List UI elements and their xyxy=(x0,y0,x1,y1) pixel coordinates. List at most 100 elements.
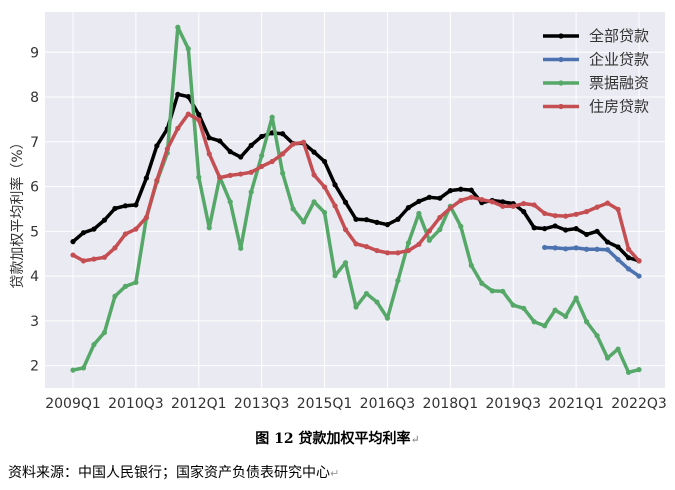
data-point xyxy=(604,247,611,253)
source-note-text: 资料来源：中国人民银行；国家资产负债表研究中心 xyxy=(8,465,330,481)
data-point xyxy=(185,46,191,52)
data-point xyxy=(531,202,537,208)
data-point xyxy=(238,171,244,177)
data-point xyxy=(458,223,464,230)
data-point xyxy=(437,195,443,201)
data-point xyxy=(143,175,149,181)
data-point xyxy=(196,117,202,123)
data-point xyxy=(468,194,474,200)
data-point xyxy=(552,245,558,251)
plot-area xyxy=(45,12,665,388)
data-point xyxy=(583,231,590,238)
data-point xyxy=(321,209,328,216)
y-tick-label: 4 xyxy=(30,269,39,285)
data-point xyxy=(542,244,548,251)
data-point xyxy=(500,199,506,205)
legend-marker xyxy=(558,33,564,39)
data-point xyxy=(615,206,621,212)
legend-marker xyxy=(558,56,564,63)
y-tick-label: 7 xyxy=(30,135,39,151)
return-mark-icon: ↵ xyxy=(330,467,340,480)
legend-marker xyxy=(558,80,564,86)
data-point xyxy=(521,200,527,207)
data-point xyxy=(290,141,296,147)
data-point xyxy=(248,189,254,195)
data-point xyxy=(542,323,548,329)
data-point xyxy=(447,188,453,194)
x-tick-label: 2010Q3 xyxy=(108,396,164,412)
x-tick-label: 2012Q1 xyxy=(171,396,227,412)
data-point xyxy=(91,341,97,348)
data-point xyxy=(625,266,632,272)
x-tick-label: 2021Q1 xyxy=(548,396,604,412)
data-point xyxy=(217,138,223,144)
data-point xyxy=(70,367,76,373)
data-point xyxy=(238,154,244,160)
series-group xyxy=(70,24,642,375)
data-point xyxy=(625,246,632,252)
data-point xyxy=(91,256,97,262)
x-tick-label: 2009Q1 xyxy=(45,396,101,412)
data-point xyxy=(217,175,223,181)
data-point xyxy=(374,219,380,225)
data-point xyxy=(133,202,139,208)
data-point xyxy=(70,252,76,258)
data-point xyxy=(594,246,600,252)
data-point xyxy=(206,135,212,141)
data-point xyxy=(374,299,380,305)
data-point xyxy=(573,245,579,251)
legend-label: 住房贷款 xyxy=(589,98,649,116)
data-point xyxy=(269,158,275,165)
x-tick-label: 2013Q3 xyxy=(234,396,290,412)
data-point xyxy=(227,199,233,205)
data-point xyxy=(175,24,181,30)
data-point xyxy=(332,182,338,188)
data-point xyxy=(311,199,317,205)
data-point xyxy=(101,254,108,260)
data-point xyxy=(112,245,118,251)
data-point xyxy=(521,305,527,311)
y-tick-labels: 2 3 4 5 6 7 8 9 xyxy=(30,45,39,374)
data-point xyxy=(563,227,569,233)
data-point xyxy=(405,240,412,246)
data-point xyxy=(489,199,495,205)
data-point xyxy=(636,258,642,264)
data-point xyxy=(196,111,202,118)
data-point xyxy=(531,319,537,325)
data-point xyxy=(175,125,181,131)
data-point xyxy=(405,205,412,211)
data-point xyxy=(101,217,108,223)
data-point xyxy=(269,114,275,120)
data-point xyxy=(573,226,579,232)
data-point xyxy=(143,214,149,221)
data-point xyxy=(384,222,391,228)
data-point xyxy=(259,133,265,140)
data-point xyxy=(542,226,548,232)
data-point xyxy=(363,243,370,250)
data-point xyxy=(122,231,129,237)
data-point xyxy=(80,230,87,236)
data-point xyxy=(416,241,422,247)
data-point xyxy=(342,260,349,266)
data-point xyxy=(227,149,233,155)
data-point xyxy=(238,245,244,251)
data-point xyxy=(300,219,307,225)
x-tick-label: 2015Q1 xyxy=(297,396,353,412)
data-point xyxy=(416,210,422,217)
data-point xyxy=(154,143,160,149)
data-point xyxy=(353,241,359,247)
data-point xyxy=(604,239,611,245)
y-tick-label: 5 xyxy=(30,224,39,240)
data-point xyxy=(405,247,412,254)
data-point xyxy=(185,94,191,100)
data-point xyxy=(164,146,170,152)
x-tick-label: 2022Q3 xyxy=(611,396,667,412)
data-point xyxy=(300,139,307,145)
y-tick-label: 9 xyxy=(30,45,39,61)
data-point xyxy=(573,211,579,217)
data-point xyxy=(416,198,422,204)
data-point xyxy=(80,365,87,371)
data-point xyxy=(206,151,212,157)
data-point xyxy=(311,149,317,155)
